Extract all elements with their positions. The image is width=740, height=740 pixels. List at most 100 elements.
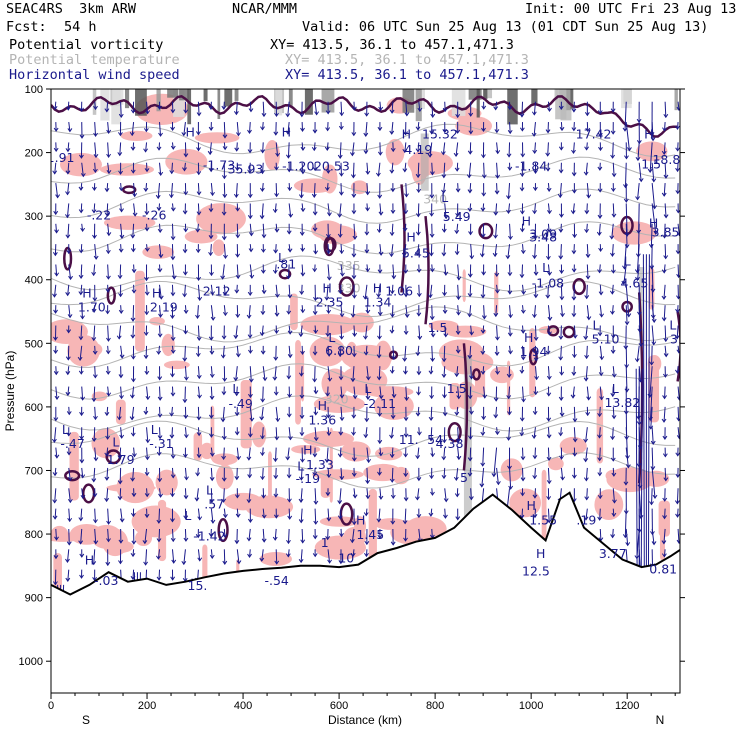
wind-vector <box>301 203 304 212</box>
wind-arrowhead <box>648 243 654 249</box>
wind-arrowhead <box>455 349 461 354</box>
wind-arrowhead <box>674 335 680 340</box>
wind-arrowhead <box>79 411 84 417</box>
wind-vector <box>314 427 317 441</box>
pink-shade-column <box>368 488 377 563</box>
wind-vector <box>496 284 498 293</box>
wind-arrowhead <box>312 378 318 383</box>
wind-vector <box>365 142 368 154</box>
wind-arrowhead <box>144 211 150 216</box>
wind-arrowhead <box>68 275 73 281</box>
wind-vector <box>106 467 109 480</box>
wind-arrowhead <box>531 111 537 116</box>
wind-vector <box>456 162 459 171</box>
wind-vector <box>677 427 680 439</box>
wind-vector <box>522 325 524 333</box>
wind-arrowhead <box>210 191 215 197</box>
wind-vector <box>67 223 70 238</box>
wind-vector <box>625 203 628 237</box>
wind-arrowhead <box>455 330 461 335</box>
wind-arrowhead <box>351 275 357 280</box>
wind-arrowhead <box>403 293 409 298</box>
wind-arrowhead <box>156 538 162 543</box>
wind-arrowhead <box>209 395 215 400</box>
wind-vector <box>118 406 122 420</box>
wind-vector <box>107 244 109 254</box>
wind-arrowhead <box>92 234 97 239</box>
wind-vector <box>379 244 382 256</box>
wind-vector <box>300 508 303 523</box>
wind-vector <box>107 122 110 134</box>
wind-arrowhead <box>624 321 630 326</box>
pv-contour-blob <box>323 236 335 257</box>
wind-arrowhead <box>520 329 526 334</box>
pv-contour-blob <box>472 368 481 381</box>
wind-arrowhead <box>441 373 447 378</box>
wind-arrowhead <box>106 538 111 543</box>
pink-shade-column <box>290 293 298 331</box>
wind-arrowhead <box>350 174 356 179</box>
wind-vector <box>417 142 420 152</box>
wind-arrowhead <box>118 560 123 565</box>
wind-vector <box>54 508 57 519</box>
wind-arrowhead <box>546 496 552 501</box>
gray-shade-top <box>621 89 632 109</box>
wind-vector <box>236 447 240 460</box>
wind-vector <box>534 345 537 361</box>
wind-vector <box>352 549 355 557</box>
wind-arrowhead <box>339 191 344 196</box>
gray-shade-top <box>288 89 293 108</box>
wind-arrowhead <box>610 187 616 193</box>
wind-arrowhead <box>183 414 189 419</box>
x-tick-label: 1000 <box>519 700 543 712</box>
wind-vector <box>327 203 330 216</box>
wind-arrowhead <box>364 418 370 423</box>
wind-arrowhead <box>651 541 657 546</box>
wind-arrowhead <box>156 451 162 456</box>
wind-arrowhead <box>610 269 616 274</box>
wind-vector <box>106 406 109 416</box>
wind-vector <box>651 427 654 445</box>
wind-arrowhead <box>364 552 369 558</box>
pink-shade-blob <box>142 245 174 259</box>
wind-arrowhead <box>117 152 123 157</box>
wind-arrowhead <box>662 453 668 458</box>
wind-vector <box>560 122 563 131</box>
wind-arrowhead <box>547 107 552 112</box>
y-tick-label: 700 <box>25 465 43 477</box>
wind-arrowhead <box>676 106 680 111</box>
extremum-label: .81 <box>276 256 296 271</box>
wind-vector <box>197 203 200 215</box>
wind-arrowhead <box>249 274 255 279</box>
wind-arrowhead <box>117 455 123 460</box>
wind-arrowhead <box>66 451 72 456</box>
pink-shade-column <box>462 269 466 303</box>
wind-vector <box>352 305 355 317</box>
wind-arrowhead <box>416 477 422 482</box>
wind-arrowhead <box>52 472 58 477</box>
wind-arrowhead <box>104 476 110 481</box>
wind-vector <box>547 101 550 112</box>
wind-arrowhead <box>533 336 539 342</box>
wind-arrowhead <box>300 309 306 314</box>
wind-arrowhead <box>234 166 240 172</box>
wind-arrowhead <box>119 434 125 439</box>
wind-arrowhead <box>508 314 514 319</box>
wind-arrowhead <box>365 309 371 314</box>
wind-arrowhead <box>649 265 655 270</box>
wind-arrowhead <box>428 370 434 375</box>
wind-arrowhead <box>313 437 319 442</box>
wind-arrowhead <box>325 492 331 497</box>
wind-vector <box>431 264 433 272</box>
wind-arrowhead <box>493 234 498 239</box>
wind-arrowhead <box>130 317 136 322</box>
wind-vector <box>494 244 498 257</box>
wind-vector <box>275 427 278 440</box>
wind-vector <box>55 386 58 400</box>
wind-arrowhead <box>105 310 111 315</box>
wind-arrowhead <box>584 210 590 215</box>
wind-arrowhead <box>65 234 71 239</box>
pv-contour-blob <box>447 422 462 443</box>
wind-vector <box>262 101 265 117</box>
wind-arrowhead <box>389 329 395 334</box>
